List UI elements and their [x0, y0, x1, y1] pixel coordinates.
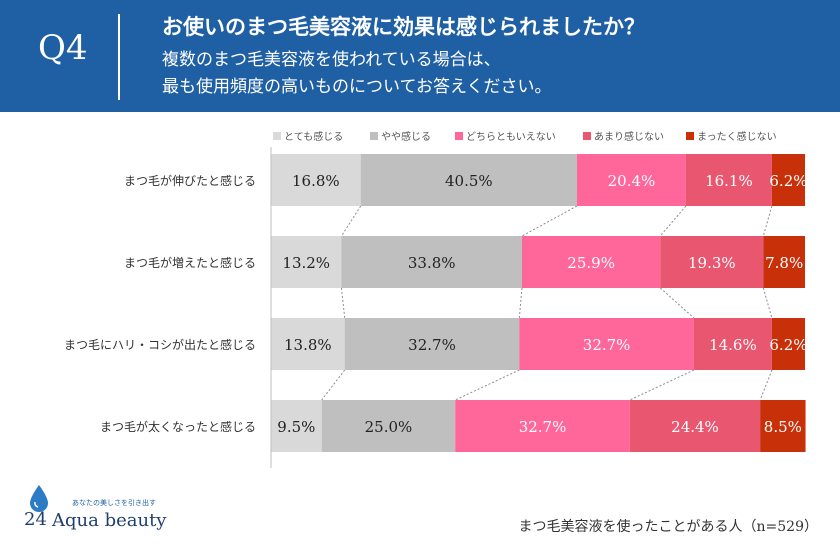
series-connector-line: [659, 205, 687, 237]
bar-segment: [660, 236, 764, 288]
series-connector-line: [455, 369, 520, 401]
bar-segment: [693, 318, 772, 370]
logo-tagline: あなたの美しさを引き出す: [72, 499, 156, 507]
series-connector-line: [762, 205, 773, 237]
data-label: 25.0%: [365, 418, 413, 436]
series-connector-line: [659, 287, 695, 319]
data-label: 20.4%: [608, 172, 656, 190]
series-connector-line: [341, 205, 362, 237]
legend-swatch: [686, 132, 694, 140]
header-divider: [118, 14, 120, 100]
legend-swatch: [370, 132, 378, 140]
data-label: 40.5%: [445, 172, 493, 190]
data-label: 8.5%: [764, 418, 802, 436]
data-label: 9.5%: [277, 418, 315, 436]
bar-segment: [455, 400, 630, 452]
category-label: まつ毛が伸びたと感じる: [124, 173, 256, 188]
bar-segment: [760, 400, 806, 452]
series-connector-line: [629, 369, 695, 401]
bar-segment: [341, 236, 522, 288]
data-label: 16.8%: [292, 172, 340, 190]
category-label: まつ毛が増えたと感じる: [124, 255, 256, 270]
question-subtitle-line-2: 最も使用頻度の高いものについてお答えください。: [162, 77, 552, 97]
category-label: まつ毛にハリ・コシが出たと感じる: [64, 337, 256, 352]
logo-name: Aqua beauty: [52, 510, 167, 531]
category-label: まつ毛が太くなったと感じる: [100, 419, 256, 434]
data-label: 6.2%: [769, 172, 807, 190]
water-drop-icon: [30, 485, 48, 512]
legend-swatch: [455, 132, 463, 140]
header-banner: Q4 お使いのまつ毛美容液に効果は感じられましたか？ 複数のまつ毛美容液を使われ…: [0, 0, 840, 112]
bar-segment: [629, 400, 761, 452]
data-label: 13.8%: [284, 336, 332, 354]
data-label: 32.7%: [583, 336, 631, 354]
logo-number: 24: [24, 509, 47, 530]
data-label: 32.7%: [408, 336, 456, 354]
series-connector-line: [521, 205, 578, 237]
sample-size-note: まつ毛美容液を使ったことがある人（n=529）: [518, 519, 818, 535]
legend-swatch: [583, 132, 591, 140]
data-label: 33.8%: [408, 254, 456, 272]
bar-segment: [271, 400, 322, 452]
bar-segment: [771, 154, 805, 206]
bar-segment: [519, 318, 694, 370]
bar-segment: [321, 400, 456, 452]
legend-swatch: [273, 132, 281, 140]
series-connector-line: [321, 369, 346, 401]
bar-segment: [576, 154, 686, 206]
legend-label: あまり感じない: [594, 130, 664, 143]
bar-segment: [271, 154, 361, 206]
bar-segment: [360, 154, 577, 206]
question-title: お使いのまつ毛美容液に効果は感じられましたか？: [162, 14, 645, 39]
series-connector-line: [518, 287, 523, 319]
legend-label: とても感じる: [284, 130, 343, 143]
data-label: 13.2%: [282, 254, 330, 272]
data-label: 6.2%: [769, 336, 807, 354]
data-label: 24.4%: [671, 418, 719, 436]
question-number: Q4: [38, 28, 88, 68]
data-label: 32.7%: [519, 418, 567, 436]
series-connector-line: [340, 287, 346, 319]
bar-segment: [271, 236, 342, 288]
bar-segment: [685, 154, 772, 206]
bar-segment: [521, 236, 661, 288]
series-connector-line: [762, 287, 773, 319]
brand-logo: あなたの美しさを引き出す 24 Aqua beauty: [22, 470, 202, 540]
legend-label: どちらともいえない: [466, 131, 556, 143]
data-label: 14.6%: [709, 336, 757, 354]
legend-label: まったく感じない: [697, 130, 777, 143]
bar-segment: [763, 236, 805, 288]
question-subtitle-line-1: 複数のまつ毛美容液を使われている場合は、: [162, 50, 501, 70]
data-label: 7.8%: [765, 254, 803, 272]
series-connector-line: [759, 369, 773, 401]
bar-segment: [771, 318, 805, 370]
bar-segment: [271, 318, 345, 370]
legend-label: やや感じる: [381, 130, 431, 143]
bar-segment: [344, 318, 520, 370]
data-label: 25.9%: [567, 254, 615, 272]
data-label: 16.1%: [705, 172, 753, 190]
data-label: 19.3%: [688, 254, 736, 272]
